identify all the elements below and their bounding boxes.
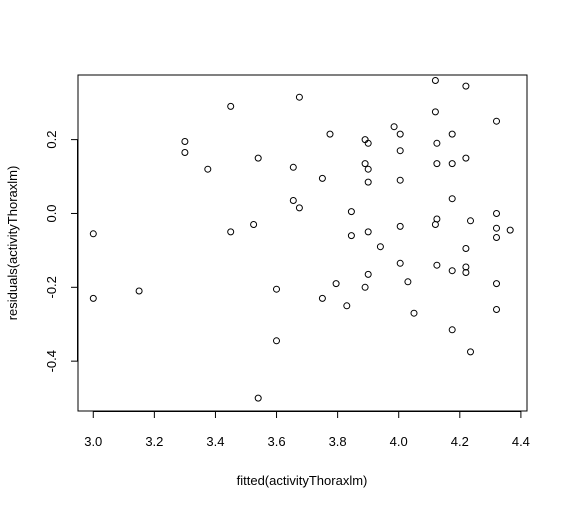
y-tick-label: 0.2 (44, 131, 59, 149)
data-point (364, 165, 372, 173)
data-point (364, 178, 372, 186)
x-tick-label: 4.2 (451, 434, 469, 449)
data-point (433, 139, 441, 147)
data-points (89, 77, 514, 402)
data-point (347, 232, 355, 240)
data-point (390, 123, 398, 131)
x-tick-label: 3.0 (84, 434, 102, 449)
data-point (343, 302, 351, 310)
data-point (361, 160, 369, 168)
data-point (376, 243, 384, 251)
data-point (273, 285, 280, 293)
data-point (506, 226, 514, 234)
data-point (448, 195, 456, 203)
data-point (433, 261, 441, 269)
data-point (254, 394, 262, 402)
y-tick-label: -0.2 (44, 276, 59, 298)
data-point (89, 230, 97, 238)
data-point (462, 154, 470, 162)
data-point (467, 217, 474, 225)
data-point (289, 197, 297, 204)
data-point (448, 326, 456, 334)
data-point (318, 174, 326, 182)
data-point (404, 278, 412, 286)
data-point (493, 210, 500, 217)
x-tick-label: 3.6 (267, 434, 285, 449)
data-point (493, 234, 500, 241)
data-point (227, 102, 235, 110)
data-point (227, 228, 235, 236)
data-point (295, 93, 303, 101)
data-point (448, 267, 456, 275)
data-point (273, 337, 280, 345)
x-tick-label: 3.8 (329, 434, 347, 449)
data-point (326, 130, 334, 138)
data-point (361, 283, 369, 291)
data-point (448, 160, 456, 168)
y-tick-label: 0.0 (44, 204, 59, 222)
data-point (181, 149, 189, 156)
data-point (396, 222, 404, 230)
data-point (181, 138, 189, 145)
data-point (347, 208, 355, 216)
data-point (289, 163, 297, 171)
data-point (462, 245, 470, 252)
data-point (204, 165, 212, 173)
data-point (396, 130, 404, 138)
data-point (410, 309, 418, 317)
x-axis-label: fitted(activityThoraxlm) (237, 473, 368, 488)
data-point (493, 306, 500, 313)
data-point (332, 280, 340, 288)
data-point (295, 204, 303, 212)
data-point (318, 294, 326, 302)
data-point (462, 82, 470, 90)
x-tick-label: 3.2 (145, 434, 163, 449)
data-point (89, 294, 97, 302)
data-point (431, 221, 439, 228)
y-axis-label: residuals(activityThoraxlm) (5, 166, 20, 321)
data-point (431, 77, 439, 84)
y-tick-label: -0.4 (44, 350, 59, 372)
x-axis: 3.0 3.2 3.4 3.6 3.8 4.0 4.2 4.4 (84, 411, 530, 449)
x-tick-label: 4.4 (512, 434, 530, 449)
data-point (493, 280, 500, 288)
data-point (364, 228, 372, 236)
data-point (448, 130, 456, 138)
data-point (250, 221, 258, 228)
data-point (396, 176, 404, 184)
data-point (254, 154, 262, 162)
data-point (493, 224, 500, 232)
y-axis: -0.4 -0.2 0.0 0.2 (44, 131, 78, 372)
data-point (135, 287, 143, 295)
data-point (431, 108, 439, 116)
data-point (467, 348, 474, 356)
data-point (433, 160, 441, 168)
data-point (462, 269, 470, 276)
plot-box (77, 74, 528, 412)
data-point (396, 147, 404, 155)
data-point (396, 259, 404, 267)
data-point (364, 139, 372, 147)
x-tick-label: 4.0 (390, 434, 408, 449)
x-tick-label: 3.4 (206, 434, 224, 449)
data-point (364, 270, 372, 278)
data-point (493, 117, 500, 125)
